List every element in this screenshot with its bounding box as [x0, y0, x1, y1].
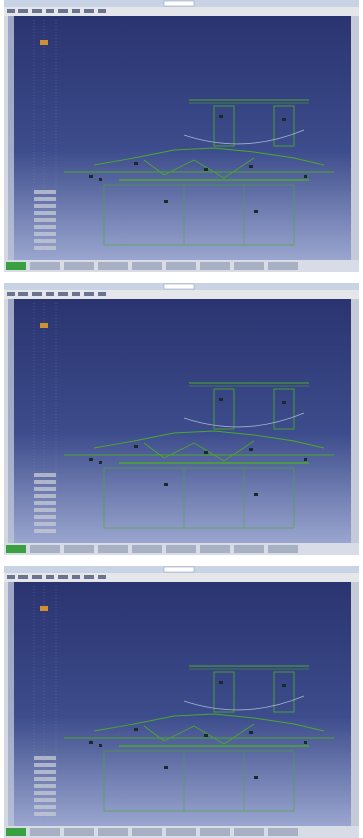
cad-screenshot — [4, 0, 359, 272]
cad-screenshot — [4, 566, 359, 838]
cad-screenshot — [4, 283, 359, 555]
